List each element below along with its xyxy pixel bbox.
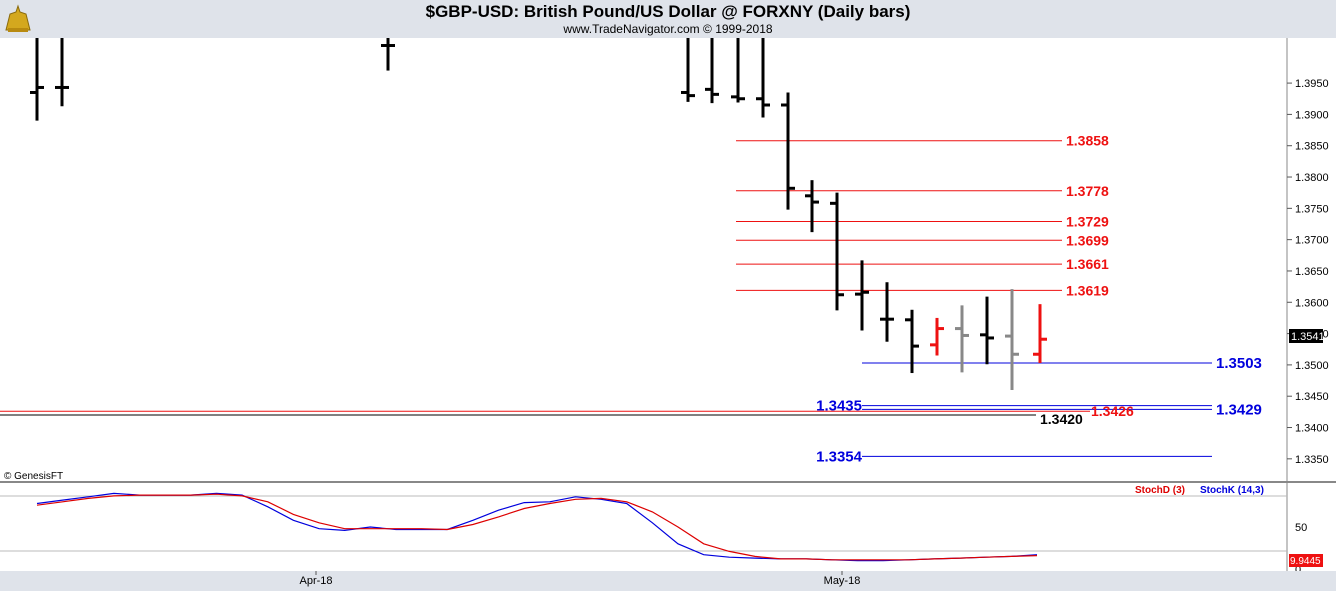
stoch-panel: [0, 483, 1287, 571]
stoch-lines: [36, 492, 1038, 562]
y-tick-label: 1.3900: [1295, 109, 1329, 121]
stochd-line: [36, 493, 1038, 561]
stoch-tick-label: 0: [1295, 564, 1301, 576]
level-label: 1.3503: [1216, 355, 1262, 372]
y-tick-label: 1.3600: [1295, 297, 1329, 309]
stoch-y-ticks: 50 0: [1295, 522, 1307, 576]
legend-stochd: StochD (3): [1135, 485, 1185, 496]
stoch-last-badge: 9.9445: [1289, 554, 1323, 567]
level-label: 1.3699: [1066, 232, 1109, 248]
y-tick-label: 1.3800: [1295, 172, 1329, 184]
level-label: 1.3729: [1066, 213, 1109, 229]
price-panel: [0, 38, 1287, 482]
chart-title: $GBP-USD: British Pound/US Dollar @ FORX…: [425, 2, 911, 21]
y-tick-label: 1.3750: [1295, 203, 1329, 215]
level-label: 1.3661: [1066, 256, 1109, 272]
level-label: 1.3435: [816, 398, 862, 415]
level-label: 1.3354: [816, 448, 863, 465]
y-tick-label: 1.3950: [1295, 78, 1329, 90]
watermark: © GenesisFT: [4, 471, 63, 482]
last-price-label: 1.3541: [1291, 331, 1325, 343]
legend-stochk: StochK (14,3): [1200, 485, 1264, 496]
level-lines: 1.3858 1.3778 1.3729 1.3699 1.3661 1.3619 1.35…: [0, 133, 1262, 465]
level-label: 1.3426: [1091, 403, 1134, 419]
x-tick-label: Apr-18: [299, 575, 332, 587]
stoch-tick-label: 50: [1295, 522, 1307, 534]
price-axis: [1287, 38, 1336, 482]
y-tick-label: 1.3400: [1295, 423, 1329, 435]
y-tick-label: 1.3850: [1295, 141, 1329, 153]
level-label: 1.3858: [1066, 133, 1109, 149]
y-tick-label: 1.3700: [1295, 235, 1329, 247]
anchor-bell-logo: [5, 4, 31, 32]
last-price-badge: 1.3541: [1289, 329, 1325, 343]
x-axis-labels: Apr-18 May-18: [299, 571, 860, 587]
level-label: 1.3429: [1216, 401, 1262, 418]
chart-header: $GBP-USD: British Pound/US Dollar @ FORX…: [0, 0, 1336, 38]
chart-subtitle: www.TradeNavigator.com © 1999-2018: [563, 22, 773, 36]
level-label: 1.3420: [1040, 411, 1083, 427]
x-axis: [0, 571, 1336, 591]
x-tick-label: May-18: [824, 575, 861, 587]
y-tick-label: 1.3350: [1295, 454, 1329, 466]
stoch-last-label: 9.9445: [1290, 556, 1321, 567]
ohlc-bars: [30, 38, 1047, 390]
y-tick-label: 1.3650: [1295, 266, 1329, 278]
y-tick-label: 1.3450: [1295, 391, 1329, 403]
level-label: 1.3619: [1066, 282, 1109, 298]
level-label: 1.3778: [1066, 183, 1109, 199]
price-y-ticks: 1.3950 1.3900 1.3850 1.3800 1.3750 1.3700 1.36…: [1287, 78, 1329, 466]
y-tick-label: 1.3500: [1295, 360, 1329, 372]
